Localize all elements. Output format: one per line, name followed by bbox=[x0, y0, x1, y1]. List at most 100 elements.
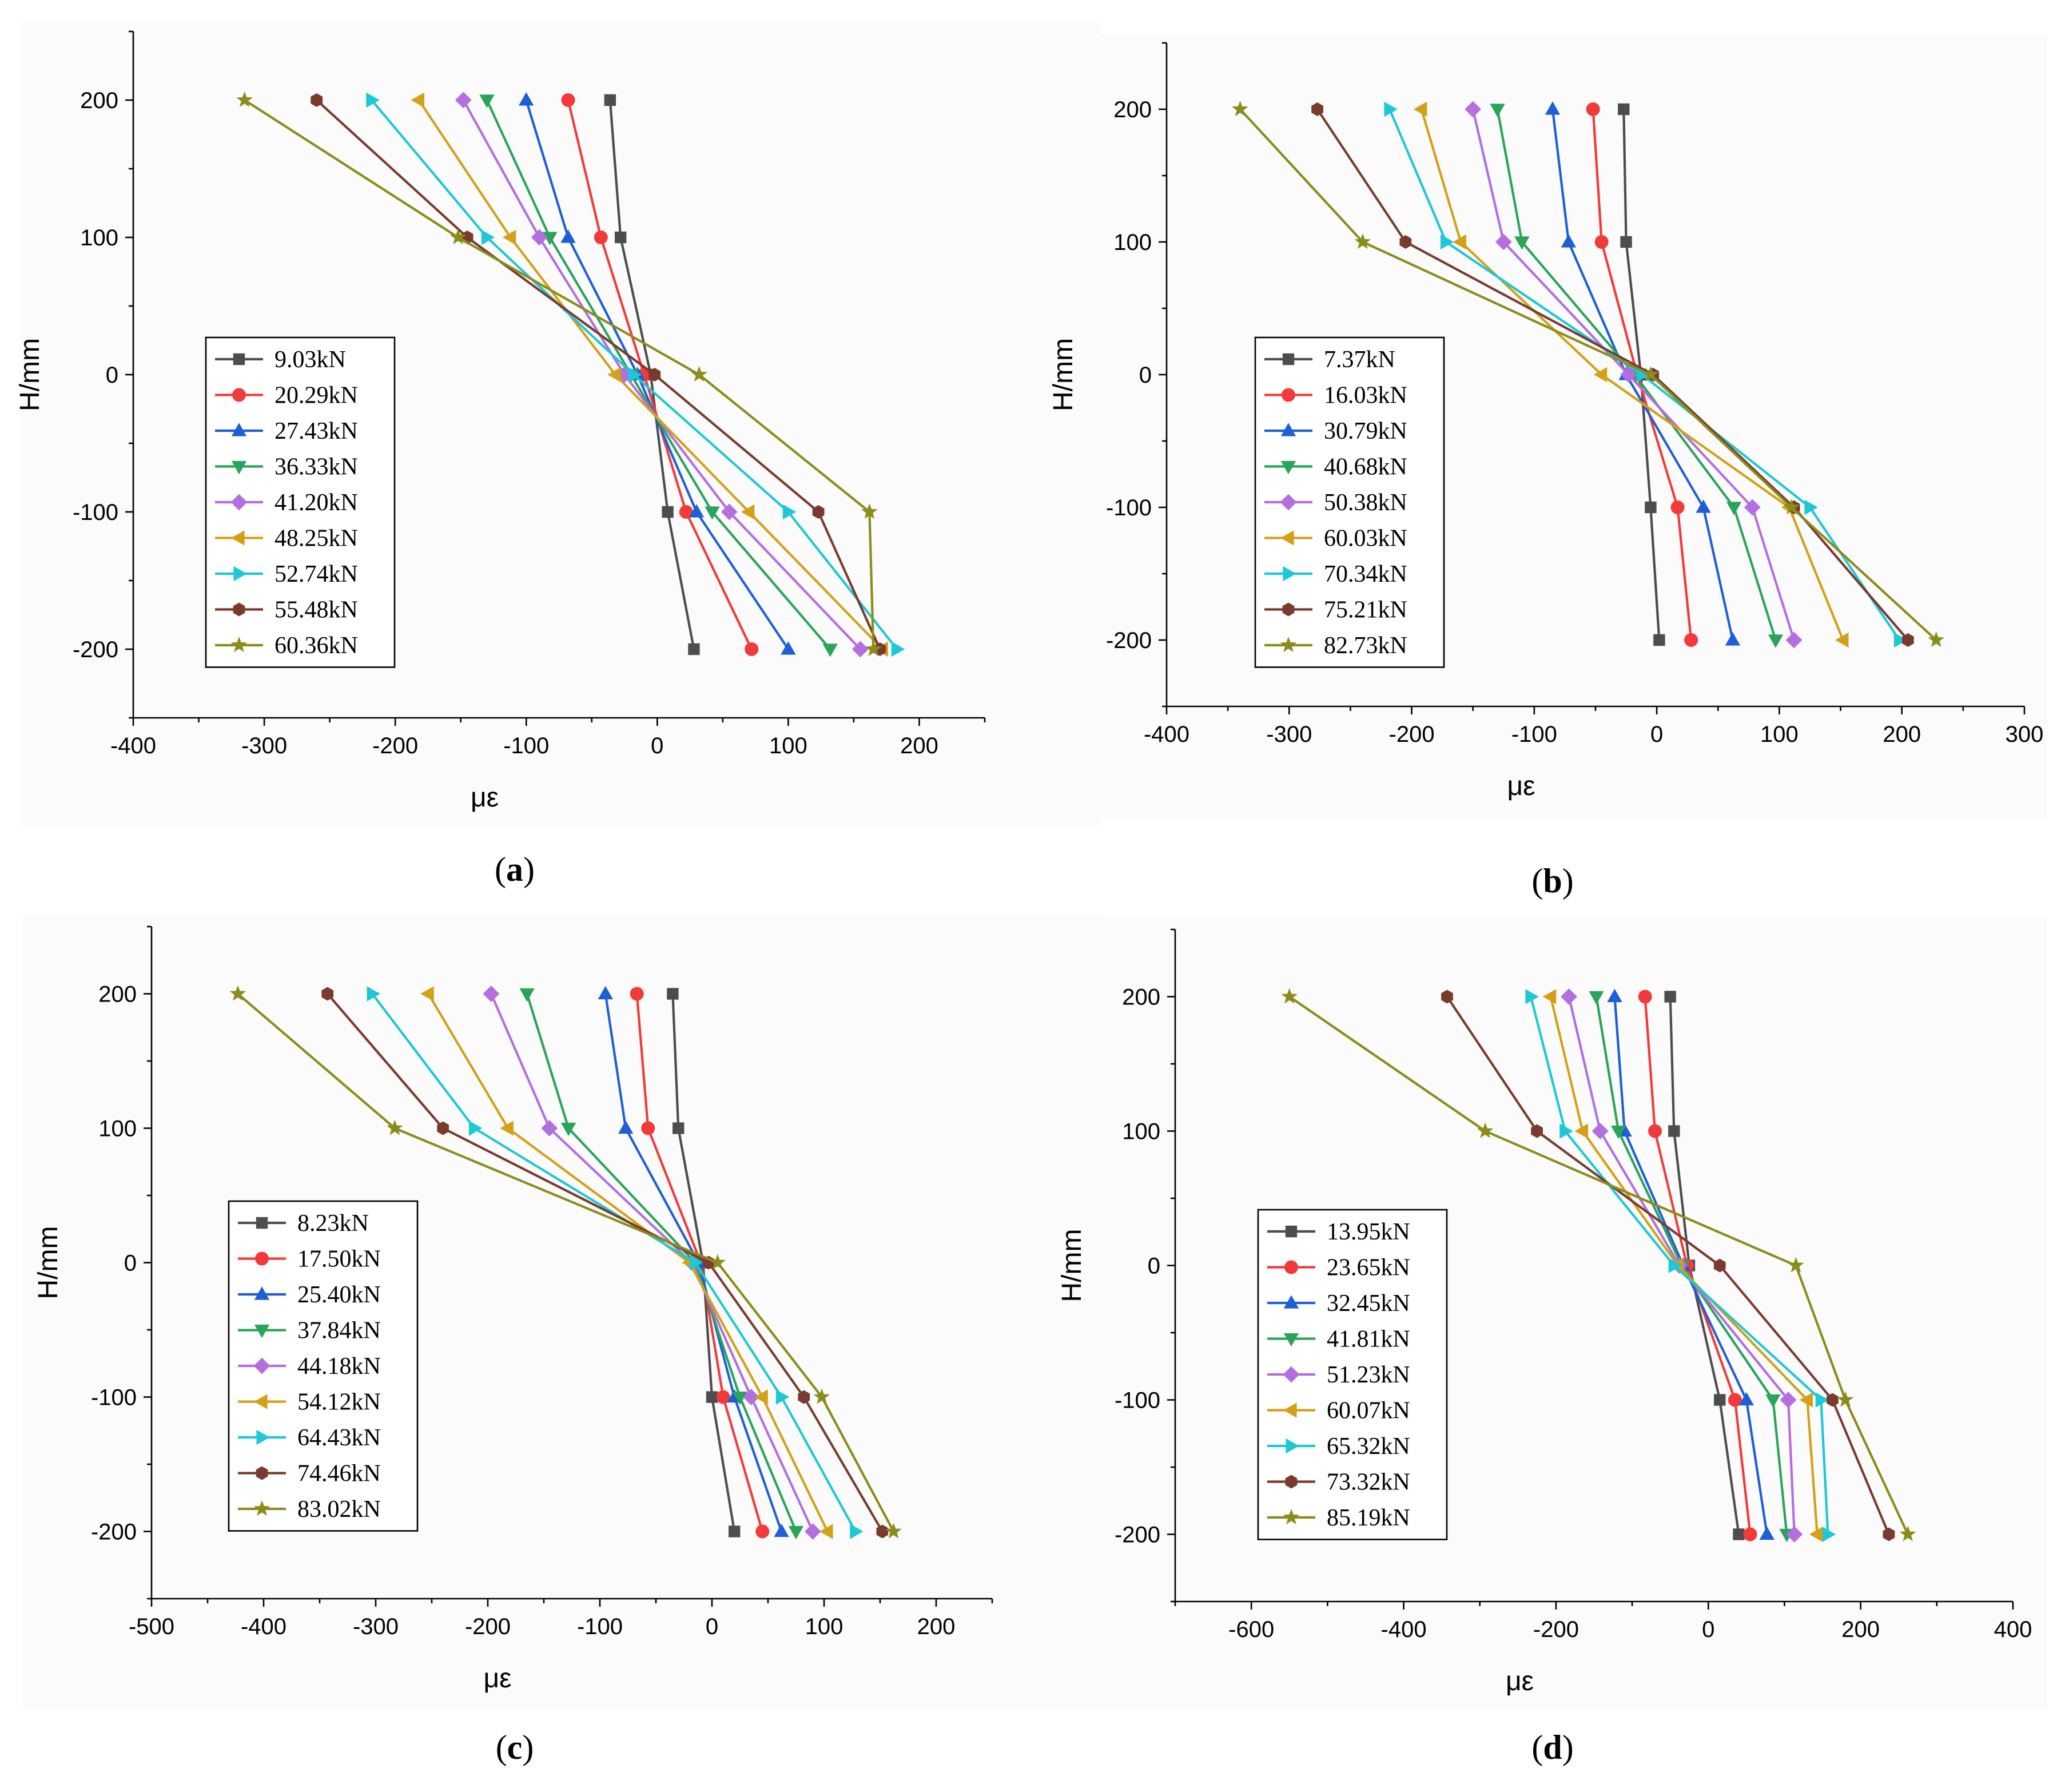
triangle-up-marker bbox=[1759, 1526, 1774, 1540]
y-axis-title: H/mm bbox=[15, 338, 45, 411]
series-50.38kN bbox=[1465, 101, 1803, 649]
x-axis-title: με bbox=[1506, 1666, 1534, 1696]
square-marker bbox=[1714, 1394, 1726, 1406]
chart-panel-b: -400 -300 -200 -100 0 100 200 300 200 100 0 -100 -20… bbox=[1048, 34, 2047, 900]
diamond-marker bbox=[230, 494, 248, 511]
triangle-up-marker bbox=[254, 1286, 270, 1300]
legend-item: 41.20kN bbox=[215, 490, 358, 516]
x-tick-label: -400 bbox=[1381, 1617, 1427, 1642]
diamond-marker bbox=[721, 503, 738, 520]
square-marker bbox=[604, 94, 616, 106]
triangle-right-marker bbox=[233, 566, 247, 582]
y-tick-label: 100 bbox=[98, 1116, 137, 1142]
circle-marker bbox=[745, 642, 759, 656]
triangle-up-marker bbox=[231, 423, 247, 436]
panel-letter: a bbox=[506, 851, 523, 888]
star-marker bbox=[1783, 499, 1800, 515]
circle-marker bbox=[1594, 235, 1609, 249]
hexagon-marker bbox=[311, 93, 323, 107]
square-marker bbox=[667, 988, 679, 1000]
square-marker bbox=[1282, 353, 1295, 365]
square-marker bbox=[662, 506, 674, 518]
triangle-down-marker bbox=[1514, 236, 1530, 250]
star-marker bbox=[230, 637, 248, 653]
triangle-down-marker bbox=[788, 1525, 804, 1540]
series-54.12kN bbox=[420, 986, 833, 1539]
legend-item: 60.07kN bbox=[1267, 1398, 1410, 1424]
legend-label: 73.32kN bbox=[1327, 1469, 1410, 1496]
hexagon-marker bbox=[1441, 990, 1453, 1004]
y-tick-label: 100 bbox=[1122, 1119, 1160, 1145]
y-tick-label: -100 bbox=[1106, 495, 1152, 520]
legend-item: 65.32kN bbox=[1267, 1433, 1410, 1460]
legend: 7.37kN 16.03kN 30.79kN 40.68kN 50.38kN 60.03k… bbox=[1254, 336, 1445, 668]
circle-marker bbox=[641, 1121, 655, 1135]
legend-label: 85.19kN bbox=[1327, 1505, 1410, 1531]
legend-item: 55.48kN bbox=[215, 597, 358, 623]
triangle-right-marker bbox=[1804, 499, 1818, 515]
legend-label: 48.25kN bbox=[274, 526, 358, 552]
triangle-down-marker bbox=[732, 1391, 748, 1405]
star-marker bbox=[865, 641, 882, 657]
y-tick-label: -100 bbox=[91, 1385, 137, 1410]
legend-item: 75.21kN bbox=[1264, 597, 1407, 623]
square-marker bbox=[673, 1122, 685, 1134]
legend-label: 74.46kN bbox=[297, 1461, 381, 1487]
legend-item: 44.18kN bbox=[238, 1353, 381, 1380]
triangle-up-marker bbox=[519, 92, 534, 106]
star-marker bbox=[1280, 637, 1297, 653]
diamond-marker bbox=[743, 1389, 759, 1405]
legend-item: 70.34kN bbox=[1264, 561, 1407, 587]
circle-marker bbox=[1284, 1260, 1298, 1274]
x-tick-label: -300 bbox=[241, 733, 287, 758]
legend-item: 37.84kN bbox=[238, 1318, 381, 1344]
legend-label: 75.21kN bbox=[1324, 597, 1407, 623]
star-marker bbox=[1642, 366, 1659, 382]
triangle-down-marker bbox=[1280, 460, 1296, 475]
circle-marker bbox=[755, 1524, 770, 1539]
legend-label: 60.36kN bbox=[274, 633, 358, 659]
panel-caption: (d) bbox=[1531, 1729, 1573, 1766]
diamond-marker bbox=[531, 229, 548, 246]
legend-label: 65.32kN bbox=[1327, 1433, 1410, 1460]
circle-marker bbox=[1648, 1124, 1662, 1138]
square-marker bbox=[1733, 1528, 1745, 1540]
diamond-marker bbox=[1561, 988, 1577, 1005]
triangle-left-marker bbox=[411, 92, 424, 108]
triangle-right-marker bbox=[628, 367, 642, 383]
star-marker bbox=[253, 1500, 270, 1516]
triangle-down-marker bbox=[231, 460, 247, 475]
star-marker bbox=[449, 229, 467, 245]
legend-item: 16.03kN bbox=[1264, 383, 1407, 409]
legend-label: 25.40kN bbox=[297, 1282, 381, 1308]
series-74.46kN bbox=[321, 987, 889, 1539]
legend-label: 20.29kN bbox=[274, 383, 358, 409]
triangle-down-marker bbox=[1490, 104, 1505, 117]
circle-marker bbox=[232, 388, 246, 402]
hexagon-marker bbox=[1827, 1393, 1839, 1407]
legend-item: 8.23kN bbox=[238, 1210, 369, 1237]
hexagon-marker bbox=[256, 1466, 268, 1480]
legend-label: 13.95kN bbox=[1327, 1219, 1410, 1245]
panel-caption: (a) bbox=[495, 851, 535, 888]
triangle-up-marker bbox=[560, 229, 576, 243]
square-marker bbox=[1618, 103, 1630, 116]
triangle-down-marker bbox=[560, 1122, 576, 1137]
triangle-down-marker bbox=[1589, 991, 1604, 1005]
y-tick-label: 0 bbox=[1139, 363, 1152, 388]
legend-label: 51.23kN bbox=[1327, 1362, 1410, 1388]
triangle-up-marker bbox=[618, 1120, 634, 1134]
legend-item: 23.65kN bbox=[1267, 1255, 1410, 1281]
legend-label: 55.48kN bbox=[274, 597, 358, 623]
panel-caption: (b) bbox=[1531, 862, 1573, 900]
x-tick-label: -200 bbox=[372, 733, 418, 758]
diamond-marker bbox=[1780, 1392, 1797, 1408]
triangle-right-marker bbox=[782, 504, 797, 520]
triangle-right-marker bbox=[1525, 989, 1539, 1004]
star-marker bbox=[709, 1254, 726, 1270]
triangle-up-marker bbox=[1561, 234, 1577, 248]
legend-label: 41.20kN bbox=[274, 490, 358, 516]
x-tick-label: -400 bbox=[110, 733, 156, 758]
legend-item: 60.36kN bbox=[215, 633, 358, 659]
x-tick-label: 200 bbox=[1841, 1617, 1880, 1642]
